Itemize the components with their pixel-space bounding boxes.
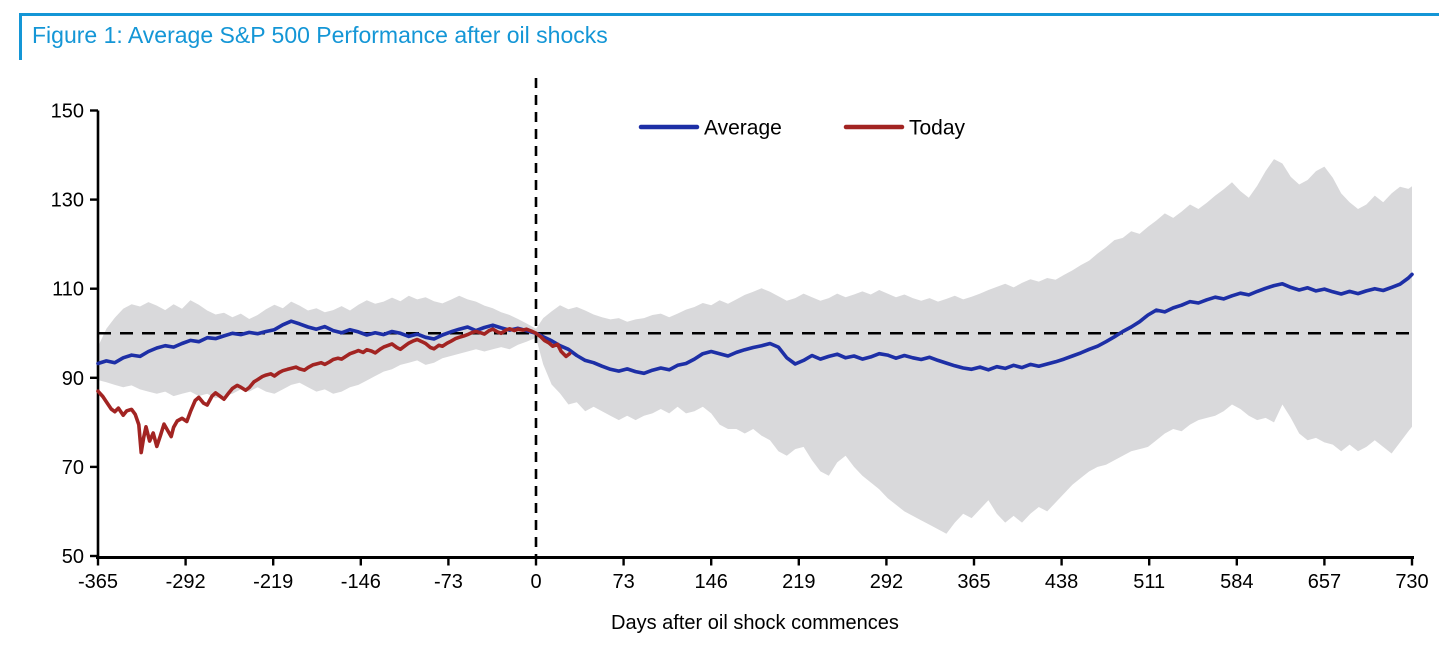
reference-lines-group <box>98 78 1413 557</box>
y-tick-label-2: 90 <box>62 368 84 390</box>
x-tick-label-12: 511 <box>1133 571 1165 593</box>
x-tick-label-3: -146 <box>341 571 381 593</box>
average-line <box>96 272 1414 376</box>
x-tick-label-0: -365 <box>78 571 118 593</box>
x-tick-label-14: 657 <box>1308 571 1341 593</box>
x-tick-label-8: 219 <box>782 571 815 593</box>
figure-header: Figure 1: Average S&P 500 Performance af… <box>19 13 1439 60</box>
y-tick-label-0: 50 <box>62 546 84 568</box>
x-tick-label-13: 584 <box>1220 571 1253 593</box>
legend-group: Average Today <box>638 116 966 139</box>
x-tick-label-6: 73 <box>612 571 634 593</box>
x-tick-label-1: -292 <box>166 571 206 593</box>
x-tick-label-10: 365 <box>957 571 990 593</box>
y-tick-label-3: 110 <box>52 279 84 301</box>
x-tick-label-2: -219 <box>253 571 293 593</box>
x-tick-label-15: 730 <box>1395 571 1428 593</box>
x-axis-title: Days after oil shock commences <box>611 612 899 634</box>
today-line <box>96 326 572 455</box>
x-tick-label-9: 292 <box>870 571 903 593</box>
x-tick-label-11: 438 <box>1045 571 1078 593</box>
x-tick-label-5: 0 <box>530 571 541 593</box>
y-tick-label-4: 130 <box>51 190 84 212</box>
x-tick-label-7: 146 <box>695 571 728 593</box>
series-group <box>96 272 1414 455</box>
x-tick-label-4: -73 <box>434 571 463 593</box>
figure-title: Figure 1: Average S&P 500 Performance af… <box>19 16 622 60</box>
legend-average-label: Average <box>704 116 782 139</box>
axes-group: 50 70 90 110 130 150 -365 -292 -219 -146 -73 0 73 146… <box>51 101 1429 594</box>
y-tick-label-1: 70 <box>62 457 84 479</box>
y-tick-label-5: 150 <box>51 101 84 123</box>
legend-today-label: Today <box>909 116 966 139</box>
